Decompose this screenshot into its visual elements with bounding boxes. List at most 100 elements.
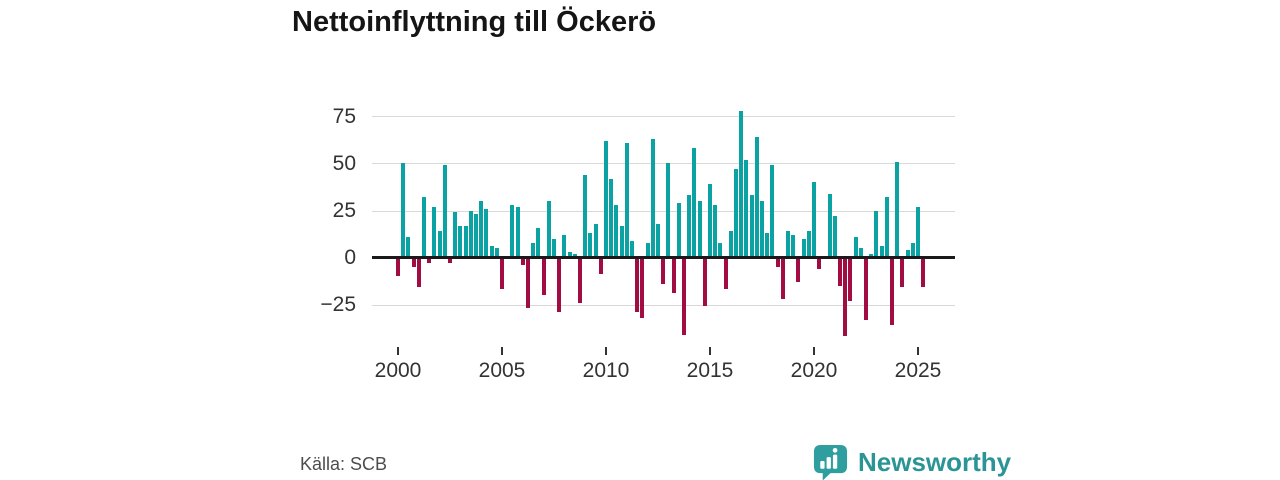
bar <box>817 259 822 269</box>
chart-title: Nettoinflyttning till Öckerö <box>292 6 657 38</box>
bar <box>905 250 910 258</box>
bar <box>458 225 463 258</box>
bar <box>858 248 863 258</box>
bar <box>396 259 400 277</box>
bar <box>661 259 666 284</box>
bar <box>749 195 754 258</box>
bar <box>578 259 582 303</box>
bar <box>801 238 806 258</box>
bar <box>401 163 406 258</box>
plot-area: 75 50 25 0 −25 2000 2005 2010 2015 2020 2025 <box>320 104 955 382</box>
bar <box>474 214 478 258</box>
bar <box>666 163 671 258</box>
bar <box>806 231 811 258</box>
x-axis-label: 2000 <box>374 359 422 382</box>
bar <box>406 236 411 258</box>
bar <box>546 201 551 258</box>
bar <box>598 259 603 275</box>
y-axis-label: 75 <box>332 104 356 128</box>
bar <box>713 204 718 258</box>
x-axis-label: 2025 <box>894 359 942 382</box>
bar <box>895 161 900 258</box>
bar <box>832 216 837 258</box>
bar <box>682 259 686 335</box>
bar <box>916 206 920 258</box>
y-axis-label: 50 <box>332 151 356 175</box>
zero-axis-line <box>372 256 955 260</box>
bar <box>541 259 546 295</box>
bar <box>864 259 868 320</box>
bar <box>448 259 452 263</box>
bar <box>453 212 458 258</box>
bar <box>583 174 588 258</box>
bar <box>734 169 738 258</box>
bar <box>838 259 842 286</box>
newsworthy-logo: Newsworthy <box>812 443 1011 480</box>
bar <box>812 182 816 258</box>
bar <box>754 137 759 258</box>
bar <box>910 242 915 258</box>
bar <box>848 259 853 301</box>
bar <box>723 259 728 290</box>
bar <box>879 246 884 258</box>
bar <box>884 197 889 258</box>
bar <box>900 259 905 288</box>
bar <box>843 259 848 337</box>
bar <box>484 208 489 258</box>
bar <box>494 248 499 258</box>
bar <box>609 178 614 258</box>
bar <box>640 259 645 318</box>
x-axis-tick <box>397 347 399 355</box>
bar <box>630 240 634 258</box>
bar <box>593 223 598 258</box>
bar <box>770 165 775 258</box>
x-axis-tick <box>709 347 711 355</box>
bar <box>692 148 697 258</box>
bar <box>552 238 556 258</box>
bar <box>562 235 567 258</box>
bar <box>890 259 894 326</box>
bar <box>775 259 780 267</box>
bar <box>614 204 619 258</box>
gridline-50 <box>372 163 955 165</box>
bar <box>780 259 785 299</box>
bar <box>510 204 515 258</box>
bar <box>437 231 442 258</box>
bar <box>442 165 447 258</box>
bar <box>708 184 712 258</box>
y-axis-label: −25 <box>320 293 356 317</box>
bar <box>624 142 629 258</box>
bar <box>463 225 468 258</box>
x-axis-tick <box>813 347 815 355</box>
gridline-25 <box>372 210 955 212</box>
bar <box>744 159 749 258</box>
bar <box>411 259 416 267</box>
bar <box>796 259 801 282</box>
bar <box>572 253 577 258</box>
bar <box>635 259 640 312</box>
newsworthy-wordmark: Newsworthy <box>858 446 1012 477</box>
bar <box>520 259 525 265</box>
bar <box>536 227 541 258</box>
bar <box>676 203 681 258</box>
bar <box>728 231 733 258</box>
bar <box>697 201 702 258</box>
bar <box>500 259 504 290</box>
bar <box>432 206 437 258</box>
bar <box>557 259 562 312</box>
gridline--25 <box>372 304 955 306</box>
bar <box>656 223 660 258</box>
x-axis-label: 2005 <box>478 359 526 382</box>
bar <box>827 193 832 258</box>
bar <box>427 259 432 263</box>
newsworthy-icon <box>812 443 849 480</box>
bar <box>645 242 650 258</box>
y-axis-label: 0 <box>344 246 356 270</box>
gridline-75 <box>372 116 955 118</box>
x-axis-tick <box>917 347 919 355</box>
bar <box>869 253 874 258</box>
y-axis-label: 25 <box>332 199 356 223</box>
bar <box>791 235 796 258</box>
bar <box>650 138 655 258</box>
